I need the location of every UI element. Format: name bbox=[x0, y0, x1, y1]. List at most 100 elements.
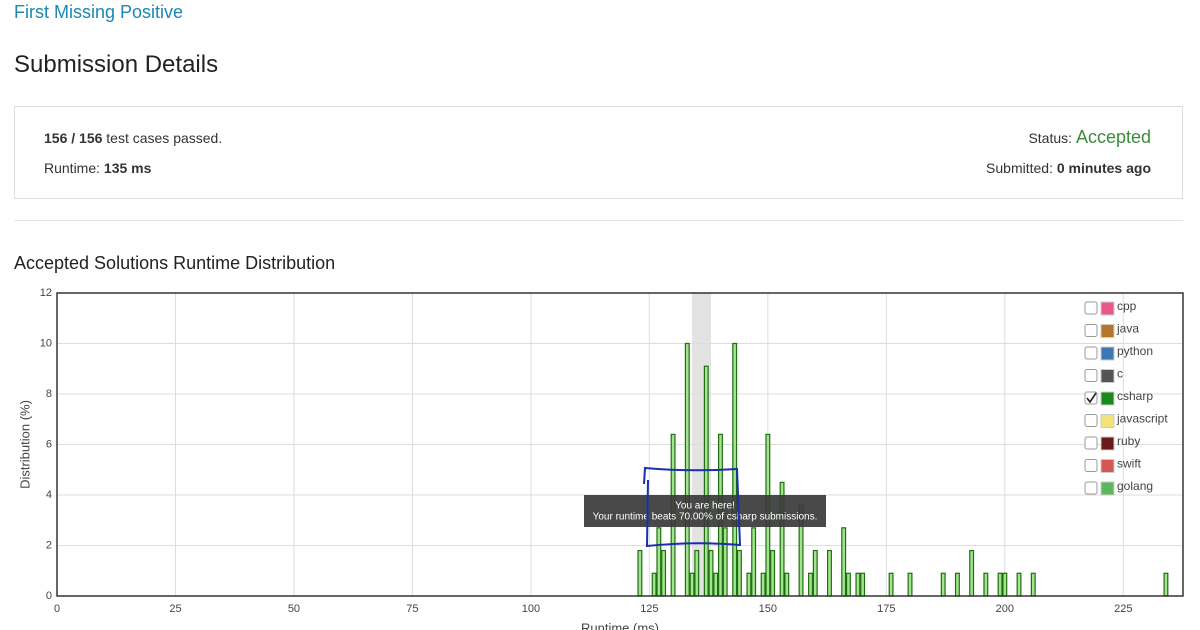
passed-text: test cases passed. bbox=[106, 130, 223, 146]
status-label: Status: bbox=[1028, 130, 1073, 146]
x-tick-label: 25 bbox=[169, 603, 181, 615]
legend-label: ruby bbox=[1117, 434, 1140, 448]
status: Accepted bbox=[1075, 127, 1151, 147]
y-axis-label: Distribution (%) bbox=[17, 400, 32, 489]
x-axis-label: Runtime (ms) bbox=[581, 620, 659, 630]
summary-box: 156 / 156 test cases passed. Runtime: 13… bbox=[14, 106, 1183, 199]
bar bbox=[770, 549, 776, 597]
tooltip-title: You are here! bbox=[675, 501, 735, 512]
x-tick-label: 0 bbox=[54, 603, 60, 615]
bar bbox=[1030, 572, 1036, 597]
checkmark bbox=[1086, 392, 1097, 404]
passed: 156 / 156 bbox=[44, 130, 103, 146]
legend-swatch bbox=[1100, 324, 1115, 338]
legend-swatch bbox=[1100, 346, 1115, 361]
bar bbox=[784, 572, 790, 597]
bar bbox=[689, 572, 695, 597]
y-tick-label: 8 bbox=[46, 388, 52, 400]
spacer bbox=[1, 280, 2, 281]
bar bbox=[1016, 572, 1022, 597]
bar bbox=[940, 572, 946, 597]
bar bbox=[760, 572, 766, 597]
legend-swatch bbox=[1100, 301, 1115, 316]
legend-checkbox[interactable] bbox=[1084, 324, 1098, 337]
runtime-line: Runtime: 135 ms bbox=[44, 160, 151, 176]
y-tick-label: 6 bbox=[46, 438, 52, 450]
runtime: 135 ms bbox=[103, 160, 152, 176]
bar bbox=[969, 549, 975, 597]
bar bbox=[651, 572, 657, 597]
x-tick-label: 225 bbox=[1114, 603, 1132, 615]
legend-swatch bbox=[1100, 436, 1115, 451]
legend-swatch bbox=[1100, 481, 1115, 496]
bar bbox=[812, 549, 818, 597]
legend-label: java bbox=[1116, 322, 1139, 336]
passed-line: 156 / 156 test cases passed. bbox=[44, 130, 222, 146]
plot-frame bbox=[56, 292, 1184, 597]
chart: 0 2 4 6 8 10 12 0 25 50 75 100 125 150 175 200 225 Runtim… bbox=[1, 280, 1184, 630]
bar bbox=[637, 549, 643, 597]
x-tick-label: 200 bbox=[996, 603, 1014, 615]
problem-link[interactable]: First Missing Positive bbox=[14, 2, 184, 22]
x-tick-label: 150 bbox=[759, 603, 777, 615]
bar bbox=[855, 572, 861, 597]
page-title: Submission Details bbox=[14, 51, 219, 78]
legend-checkbox[interactable] bbox=[1084, 369, 1098, 382]
chart-title: Accepted Solutions Runtime Distribution bbox=[14, 253, 336, 273]
x-tick-label: 75 bbox=[406, 603, 418, 615]
legend-checkbox[interactable] bbox=[1084, 459, 1098, 472]
legend-checkbox[interactable] bbox=[1084, 414, 1098, 427]
bar bbox=[1002, 572, 1008, 597]
y-tick-label: 10 bbox=[40, 337, 52, 349]
bar bbox=[746, 572, 752, 597]
legend-label: cpp bbox=[1117, 299, 1137, 313]
bar bbox=[907, 572, 913, 597]
runtime-label: Runtime: bbox=[44, 160, 101, 176]
legend-checkbox[interactable] bbox=[1084, 346, 1098, 360]
legend-label: python bbox=[1117, 344, 1153, 358]
bar bbox=[1163, 572, 1169, 597]
x-tick-label: 125 bbox=[640, 603, 658, 615]
bar bbox=[997, 572, 1003, 597]
tooltip-text: Your runtime beats 70.00% of csharp subm… bbox=[593, 512, 818, 523]
y-tick-label: 0 bbox=[46, 590, 52, 602]
bar bbox=[656, 527, 662, 597]
legend-label: golang bbox=[1117, 479, 1153, 493]
submitted-line: Submitted: 0 minutes ago bbox=[986, 160, 1151, 176]
tooltip-box bbox=[584, 495, 826, 527]
submitted-label: Submitted: bbox=[986, 160, 1053, 176]
legend-checkbox[interactable] bbox=[1084, 481, 1098, 495]
bar bbox=[983, 572, 989, 597]
legend-label: csharp bbox=[1117, 389, 1153, 403]
bar bbox=[845, 572, 851, 597]
bar bbox=[888, 572, 894, 597]
legend-label: javascript bbox=[1116, 412, 1168, 426]
legend-checkbox[interactable] bbox=[1084, 436, 1098, 450]
bar bbox=[826, 549, 832, 597]
y-tick-label: 4 bbox=[46, 489, 52, 501]
x-tick-label: 100 bbox=[522, 603, 540, 615]
legend-swatch bbox=[1100, 414, 1115, 428]
bar bbox=[713, 572, 719, 597]
x-tick-label: 50 bbox=[288, 603, 300, 615]
bar bbox=[736, 549, 742, 597]
bar bbox=[694, 549, 700, 597]
bar bbox=[808, 572, 813, 597]
x-tick-label: 175 bbox=[877, 603, 895, 615]
bar bbox=[860, 572, 866, 597]
legend-label: c bbox=[1117, 367, 1123, 381]
legend-swatch bbox=[1100, 369, 1115, 383]
submitted: 0 minutes ago bbox=[1056, 160, 1151, 176]
bar bbox=[751, 527, 757, 597]
bar bbox=[722, 527, 728, 597]
status-line: Status: Accepted bbox=[1028, 127, 1151, 148]
bar bbox=[841, 527, 847, 597]
bar bbox=[703, 365, 709, 597]
legend-label: swift bbox=[1117, 457, 1142, 471]
bar bbox=[954, 572, 960, 597]
legend-checkbox[interactable] bbox=[1084, 301, 1098, 315]
bar bbox=[708, 549, 714, 597]
pen-annotation bbox=[643, 466, 742, 548]
legend-swatch bbox=[1100, 391, 1115, 406]
